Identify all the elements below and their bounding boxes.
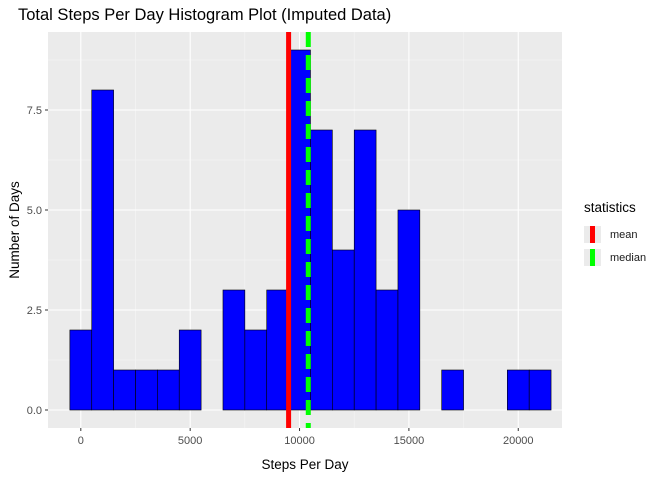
legend-item-median: median xyxy=(584,246,646,269)
legend-item-mean: mean xyxy=(584,223,646,246)
legend-key-median xyxy=(584,249,601,266)
chart-title: Total Steps Per Day Histogram Plot (Impu… xyxy=(18,6,392,24)
legend-label-mean: mean xyxy=(610,228,638,241)
histogram-bar xyxy=(91,89,114,411)
y-tick-label: 5.0 xyxy=(27,205,42,217)
histogram-bar xyxy=(244,329,268,411)
legend: statistics mean median xyxy=(584,200,646,269)
histogram-bar xyxy=(178,329,202,411)
y-tick-label: 7.5 xyxy=(27,105,42,117)
histogram-bar xyxy=(397,209,421,411)
x-tick-label: 5000 xyxy=(178,435,202,447)
y-tick-label: 0.0 xyxy=(27,405,42,417)
x-tick-label: 15000 xyxy=(394,435,425,447)
histogram-bar xyxy=(135,369,158,411)
y-tick-label: 2.5 xyxy=(27,305,42,317)
histogram-bar xyxy=(310,129,333,411)
histogram-bar xyxy=(222,289,246,411)
histogram-bar xyxy=(528,369,552,411)
y-axis-title: Number of Days xyxy=(7,181,22,279)
histogram-bar xyxy=(375,289,399,411)
x-axis-title: Steps Per Day xyxy=(261,457,348,472)
histogram-bar xyxy=(353,129,377,411)
legend-key-mean xyxy=(584,226,601,243)
histogram-bar xyxy=(441,369,464,411)
legend-title: statistics xyxy=(584,200,636,215)
histogram-bar xyxy=(157,369,180,411)
histogram-bar xyxy=(332,249,355,411)
histogram-bar xyxy=(266,289,289,411)
histogram-bar xyxy=(69,329,93,411)
x-tick-label: 20000 xyxy=(503,435,534,447)
histogram-bar xyxy=(507,369,530,411)
histogram-bar xyxy=(113,369,136,411)
x-tick-label: 10000 xyxy=(284,435,315,447)
legend-label-median: median xyxy=(610,251,647,264)
x-tick-label: 0 xyxy=(78,435,84,447)
